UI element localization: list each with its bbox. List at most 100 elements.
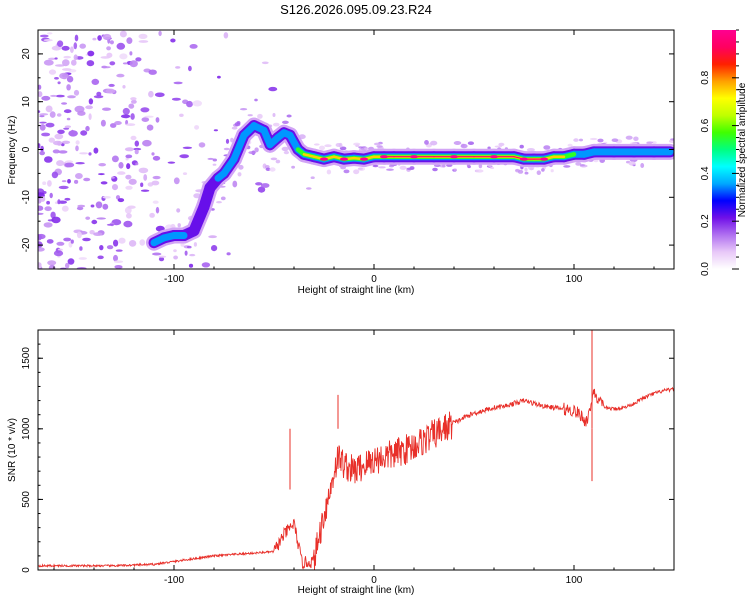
noise-blob — [651, 141, 657, 144]
ridge-peak — [340, 157, 348, 161]
noise-blob — [248, 151, 256, 155]
noise-blob — [541, 168, 545, 172]
noise-blob — [125, 213, 132, 219]
noise-blob — [187, 245, 192, 249]
noise-blob — [101, 65, 108, 69]
noise-blob — [490, 166, 495, 170]
noise-blob — [154, 92, 165, 98]
colorbar-label: Normalized spectral amplitude — [737, 82, 748, 217]
noise-blob — [116, 73, 125, 78]
noise-blob — [70, 239, 74, 244]
noise-blob — [79, 152, 89, 155]
noise-blob — [124, 147, 134, 152]
noise-blob — [171, 97, 181, 101]
noise-blob — [66, 117, 71, 121]
noise-blob — [49, 111, 56, 118]
snr-x-axis-label: Height of straight line (km) — [298, 585, 415, 596]
noise-blob — [231, 126, 238, 130]
noise-blob — [105, 88, 116, 94]
noise-blob — [155, 206, 160, 214]
noise-blob — [111, 176, 115, 179]
noise-blob — [217, 75, 221, 79]
noise-blob — [372, 164, 379, 168]
noise-blob — [283, 150, 289, 155]
noise-blob — [247, 114, 253, 117]
noise-blob — [55, 64, 65, 67]
noise-blob — [102, 33, 112, 40]
noise-blob — [193, 242, 197, 247]
noise-blob — [270, 157, 278, 161]
noise-blob — [430, 140, 438, 146]
noise-blob — [211, 245, 218, 252]
noise-blob — [573, 138, 579, 142]
noise-blob — [151, 180, 160, 186]
noise-blob — [216, 201, 222, 204]
spectrogram-y-axis-label: Frequency (Hz) — [7, 116, 18, 185]
noise-blob — [111, 155, 119, 163]
noise-blob — [139, 239, 146, 246]
y-tick-label: 20 — [21, 48, 32, 60]
noise-blob — [114, 265, 123, 269]
noise-blob — [543, 145, 551, 150]
noise-blob — [122, 107, 130, 115]
noise-blob — [85, 105, 93, 110]
noise-blob — [128, 178, 137, 185]
noise-blob — [125, 185, 133, 190]
noise-blob — [122, 85, 126, 89]
snr-line-layer — [38, 330, 674, 570]
noise-blob — [71, 59, 77, 66]
noise-blob — [39, 34, 49, 38]
noise-blob — [373, 142, 381, 146]
noise-blob — [54, 77, 59, 80]
snr-y-axis-label: SNR (10 * v/v) — [7, 418, 18, 482]
noise-blob — [186, 100, 193, 108]
noise-blob — [126, 37, 133, 44]
noise-blob — [73, 89, 80, 96]
noise-blob — [355, 144, 360, 147]
noise-blob — [240, 108, 248, 111]
noise-blob — [324, 144, 332, 148]
noise-blob — [143, 174, 148, 181]
noise-blob — [74, 34, 79, 42]
noise-blob — [625, 135, 633, 140]
noise-blob — [63, 55, 71, 59]
noise-blob — [182, 172, 188, 176]
noise-blob — [134, 149, 139, 155]
noise-blob — [129, 60, 138, 68]
noise-blob — [117, 198, 125, 203]
noise-blob — [432, 167, 438, 172]
noise-blob — [61, 102, 68, 105]
noise-blob — [40, 145, 44, 152]
noise-blob — [148, 69, 157, 75]
noise-blob — [38, 234, 42, 241]
noise-blob — [118, 237, 126, 244]
noise-blob — [110, 123, 117, 128]
noise-blob — [64, 197, 71, 201]
noise-blob — [75, 145, 79, 152]
noise-blob — [194, 125, 200, 130]
noise-blob — [567, 143, 573, 147]
noise-blob — [135, 162, 139, 166]
noise-blob — [78, 257, 88, 260]
noise-blob — [54, 57, 58, 60]
noise-blob — [79, 246, 83, 251]
noise-blob — [152, 200, 159, 204]
noise-blob — [86, 60, 95, 67]
noise-blob — [273, 122, 280, 127]
y-tick-label: -10 — [21, 190, 32, 205]
noise-blob — [138, 33, 148, 40]
noise-blob — [41, 132, 51, 137]
noise-blob — [93, 232, 103, 237]
noise-blob — [88, 113, 92, 120]
noise-blob — [38, 262, 42, 268]
noise-blob — [144, 115, 154, 118]
noise-blob — [213, 129, 218, 132]
noise-blob — [100, 119, 106, 127]
ridge-peak — [380, 155, 388, 159]
noise-blob — [79, 43, 86, 49]
noise-blob — [85, 125, 90, 132]
snr-frame — [37, 329, 675, 571]
